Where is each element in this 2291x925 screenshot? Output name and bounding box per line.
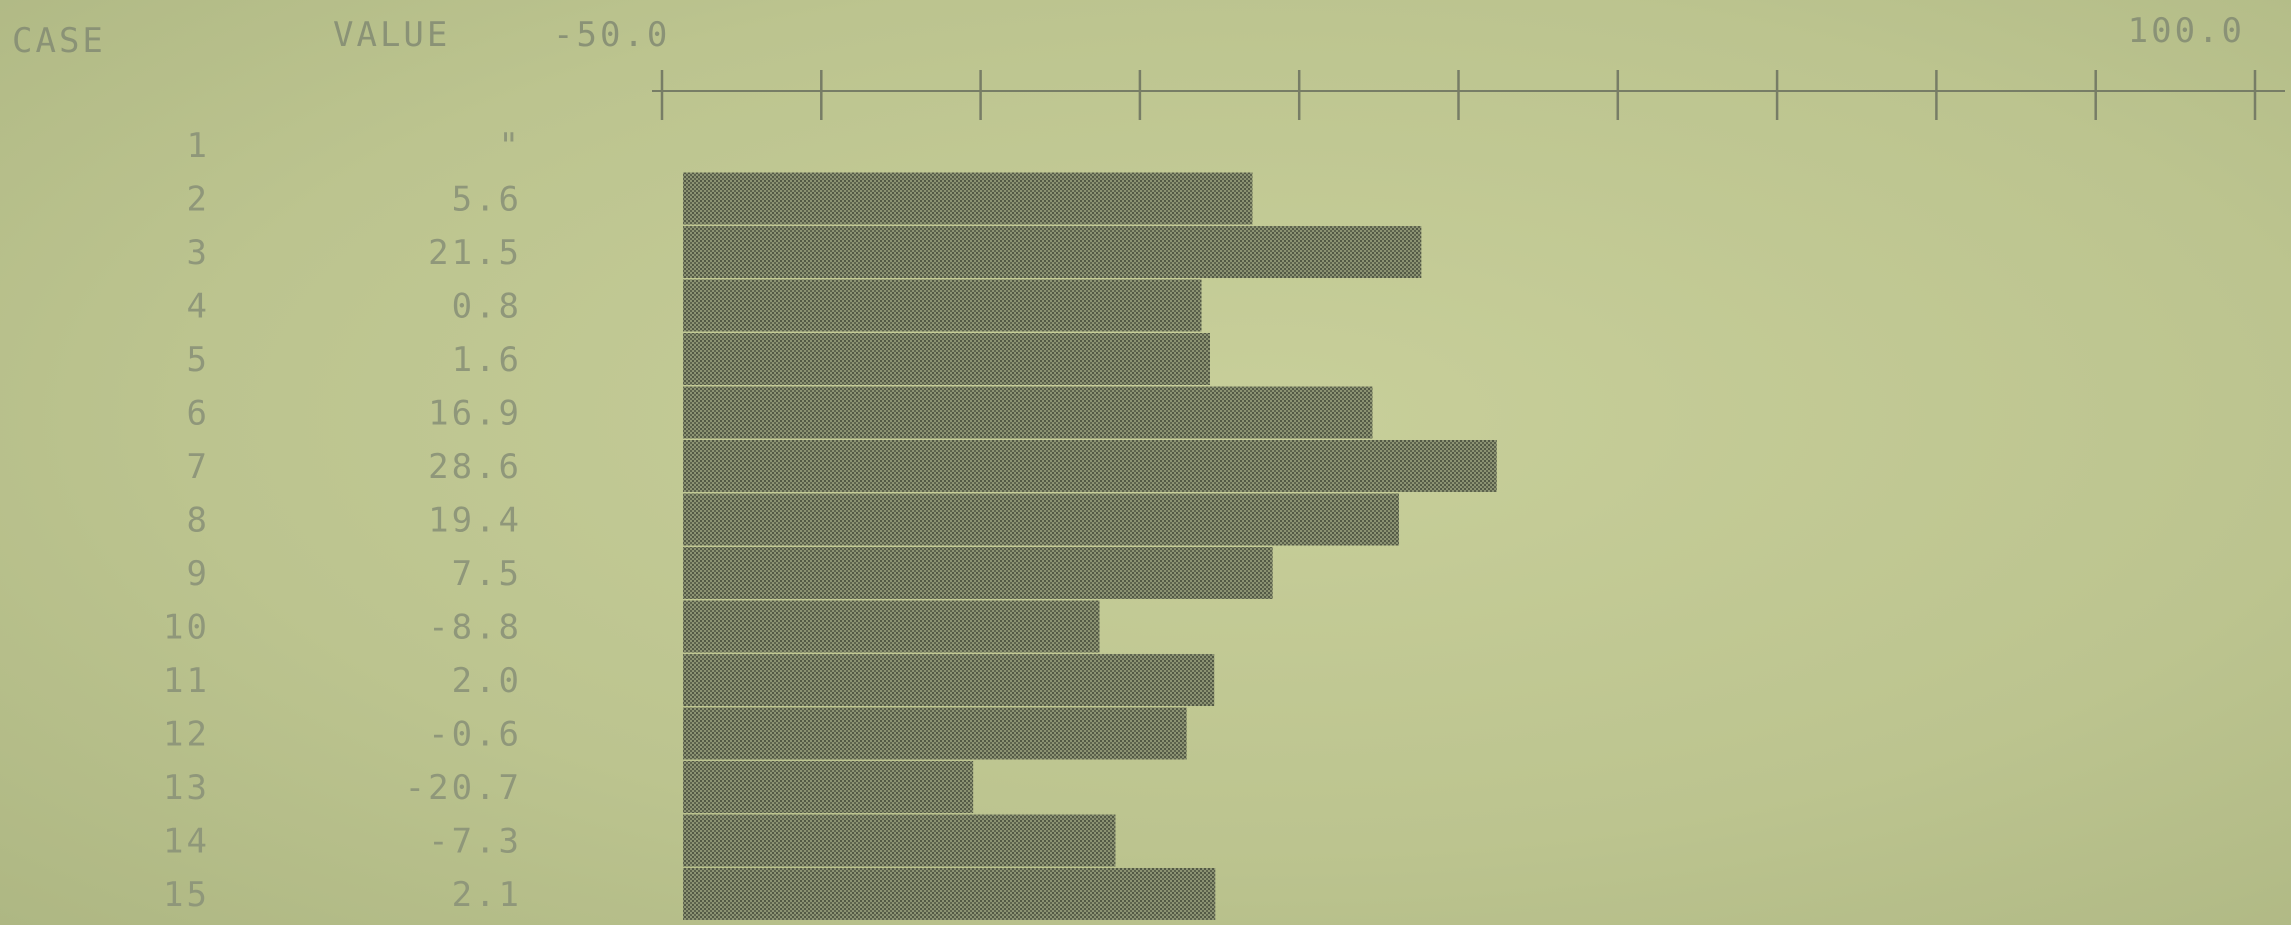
case-number: 13 (163, 768, 210, 808)
bar (683, 172, 1253, 225)
bar (683, 333, 1210, 385)
value-label: 5.6 (452, 180, 522, 220)
case-number: 2 (187, 180, 210, 220)
value-label: -0.6 (428, 715, 522, 755)
value-column-header: VALUE (333, 15, 450, 55)
axis-max-label: 100.0 (2128, 11, 2245, 51)
bar (683, 654, 1215, 706)
value-label: 2.0 (452, 661, 522, 701)
bar (683, 279, 1202, 332)
case-number: 3 (187, 233, 210, 273)
value-label: 19.4 (428, 501, 522, 541)
bar (683, 547, 1273, 599)
case-number: 7 (187, 447, 210, 487)
case-number: 4 (187, 287, 210, 327)
value-label: 7.5 (452, 554, 522, 594)
axis-min-label: -50.0 (553, 15, 670, 55)
bar (683, 440, 1497, 492)
case-column-header: CASE (12, 21, 106, 61)
axis-ticks (660, 70, 2257, 120)
case-number: 8 (187, 501, 210, 541)
value-label: " (499, 126, 522, 166)
case-number: 6 (187, 394, 210, 434)
bar (683, 600, 1100, 653)
value-label: 16.9 (428, 394, 522, 434)
value-label: 2.1 (452, 875, 522, 915)
case-number: 5 (187, 340, 210, 380)
value-label: -7.3 (428, 822, 522, 862)
bar (683, 814, 1116, 867)
case-number: 11 (163, 661, 210, 701)
case-number: 1 (187, 126, 210, 166)
value-label: -8.8 (428, 608, 522, 648)
bar (683, 226, 1422, 278)
value-label: 1.6 (452, 340, 522, 380)
bar (683, 493, 1400, 546)
bar (683, 868, 1216, 920)
bar (683, 707, 1187, 760)
value-label: 28.6 (428, 447, 522, 487)
chart-rows: 1 " 2 5.6 3 21.5 4 0.8 5 1.6 6 16.9 7 28.6 8 19.4 9 7.5 10… (163, 126, 1497, 920)
value-label: -20.7 (405, 768, 522, 808)
case-number: 15 (163, 875, 210, 915)
case-number: 10 (163, 608, 210, 648)
case-number: 9 (187, 554, 210, 594)
value-label: 0.8 (452, 287, 522, 327)
value-label: 21.5 (428, 233, 522, 273)
bar (683, 386, 1373, 439)
case-number: 14 (163, 822, 210, 862)
bar (683, 761, 974, 813)
case-number: 12 (163, 715, 210, 755)
